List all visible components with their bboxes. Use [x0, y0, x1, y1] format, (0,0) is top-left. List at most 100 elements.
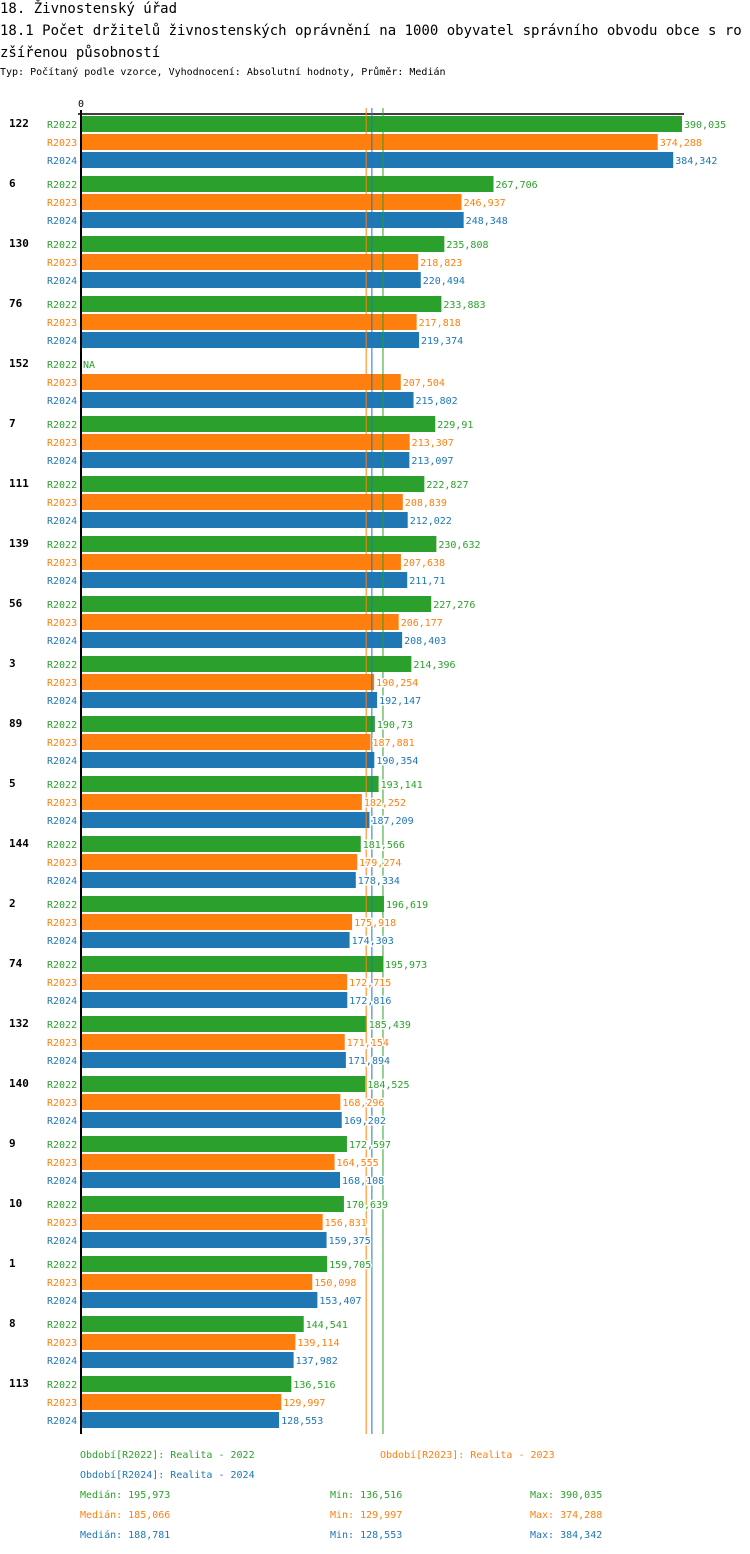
series-label: R2022 [47, 960, 77, 971]
series-label: R2023 [47, 1218, 77, 1229]
series-label: R2024 [47, 636, 77, 647]
value-label: 171,894 [348, 1056, 390, 1067]
category-label: 89 [9, 717, 22, 730]
series-label: R2023 [47, 738, 77, 749]
series-label: R2024 [47, 456, 77, 467]
series-label: R2023 [47, 378, 77, 389]
bar [81, 374, 401, 390]
series-label: R2023 [47, 138, 77, 149]
bar [81, 794, 362, 810]
category-label: 140 [9, 1077, 29, 1090]
category-label: 2 [9, 897, 16, 910]
series-label: R2023 [47, 318, 77, 329]
series-label: R2024 [47, 276, 77, 287]
series-label: R2022 [47, 1080, 77, 1091]
series-label: R2022 [47, 780, 77, 791]
bar [81, 974, 348, 990]
value-label: 193,141 [381, 780, 423, 791]
value-label: 136,516 [293, 1380, 335, 1391]
category-label: 6 [9, 177, 16, 190]
category-label: 8 [9, 1317, 16, 1330]
x-tick-label: 0 [78, 99, 84, 110]
series-label: R2024 [47, 936, 77, 947]
bar [81, 1076, 366, 1092]
bar [81, 1172, 341, 1188]
bar [81, 872, 356, 888]
value-label: 172,597 [349, 1140, 391, 1151]
value-label: 248,348 [466, 216, 508, 227]
series-label: R2023 [47, 198, 77, 209]
series-label: R2023 [47, 798, 77, 809]
value-label: 168,296 [342, 1098, 384, 1109]
series-label: R2022 [47, 900, 77, 911]
value-label: 190,73 [377, 720, 413, 731]
bar [81, 116, 682, 132]
bar [81, 212, 464, 228]
value-label: 196,619 [386, 900, 428, 911]
series-label: R2022 [47, 120, 77, 131]
value-label: 181,566 [363, 840, 405, 851]
bar [81, 416, 436, 432]
value-label: 207,504 [403, 378, 445, 389]
value-label: 190,254 [376, 678, 418, 689]
max-stat: Max: 384,342 [530, 1530, 603, 1541]
series-label: R2024 [47, 696, 77, 707]
bar [81, 332, 420, 348]
bar [81, 1112, 342, 1128]
series-label: R2024 [47, 336, 77, 347]
value-label: 384,342 [675, 156, 717, 167]
bar [81, 176, 494, 192]
bar [81, 536, 437, 552]
legend-entry-R2022: Období[R2022]: Realita - 2022 [80, 1450, 255, 1461]
series-label: R2023 [47, 438, 77, 449]
bar [81, 1232, 327, 1248]
value-label: 164,555 [337, 1158, 379, 1169]
bar [81, 254, 419, 270]
series-label: R2024 [47, 396, 77, 407]
bar [81, 152, 674, 168]
value-label: 175,918 [354, 918, 396, 929]
series-label: R2024 [47, 1356, 77, 1367]
value-label: 218,823 [420, 258, 462, 269]
category-label: 5 [9, 777, 16, 790]
legend-entry-R2024: Období[R2024]: Realita - 2024 [80, 1470, 255, 1481]
series-label: R2023 [47, 1398, 77, 1409]
value-label: NA [83, 360, 95, 371]
category-label: 144 [9, 837, 29, 850]
bar [81, 752, 375, 768]
series-label: R2022 [47, 1200, 77, 1211]
bar [81, 674, 375, 690]
bar [81, 596, 432, 612]
series-label: R2022 [47, 240, 77, 251]
category-label: 130 [9, 237, 29, 250]
series-label: R2023 [47, 1098, 77, 1109]
series-label: R2023 [47, 498, 77, 509]
value-label: 190,354 [376, 756, 418, 767]
bar [81, 1352, 294, 1368]
bar [81, 992, 348, 1008]
value-label: 207,638 [403, 558, 445, 569]
value-label: 208,839 [405, 498, 447, 509]
category-label: 111 [9, 477, 29, 490]
bar [81, 776, 379, 792]
value-label: 235,808 [446, 240, 488, 251]
value-label: 215,802 [416, 396, 458, 407]
bar [81, 452, 410, 468]
bar [81, 494, 403, 510]
value-label: 187,881 [373, 738, 415, 749]
value-label: 184,525 [367, 1080, 409, 1091]
bar [81, 1154, 335, 1170]
series-label: R2023 [47, 558, 77, 569]
series-label: R2024 [47, 156, 77, 167]
value-label: 187,209 [371, 816, 413, 827]
median-stat: Medián: 195,973 [80, 1490, 171, 1501]
series-label: R2023 [47, 1038, 77, 1049]
category-label: 122 [9, 117, 29, 130]
value-label: 169,202 [344, 1116, 386, 1127]
series-label: R2022 [47, 420, 77, 431]
value-label: 229,91 [437, 420, 473, 431]
value-label: 172,715 [349, 978, 391, 989]
value-label: 159,375 [329, 1236, 371, 1247]
median-stat: Medián: 185,066 [80, 1510, 171, 1521]
series-label: R2024 [47, 1236, 77, 1247]
